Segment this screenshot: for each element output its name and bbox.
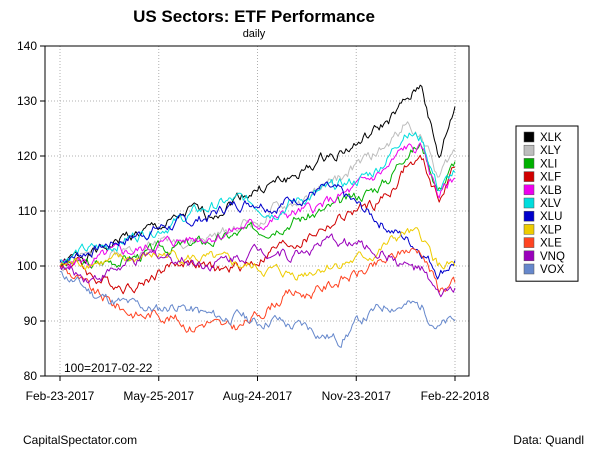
series-line-xlb <box>59 142 456 269</box>
legend-swatch-xlf <box>523 171 535 182</box>
x-tick-label: Nov-23-2017 <box>322 389 392 403</box>
legend-swatch-xle <box>523 237 535 248</box>
y-tick-label: 130 <box>17 94 37 108</box>
legend-swatch-xlv <box>523 197 535 209</box>
chart-title: US Sectors: ETF Performance <box>133 7 375 26</box>
legend-swatch-xly <box>523 144 535 156</box>
y-tick-label: 80 <box>24 369 38 383</box>
legend-swatch-xli <box>523 158 535 169</box>
series-line-xlf <box>59 154 456 295</box>
legend-swatch-xlb <box>523 184 535 196</box>
y-tick-label: 140 <box>17 39 37 53</box>
legend-label-xle: XLE <box>540 238 562 250</box>
series-line-xlp <box>59 227 456 281</box>
legend-label-xlf: XLF <box>540 172 561 184</box>
legend-label-xlp: XLP <box>540 224 562 236</box>
x-tick-label: Aug-24-2017 <box>223 389 293 403</box>
x-tick-label: Feb-23-2017 <box>26 389 95 403</box>
legend-label-xlb: XLB <box>540 185 562 197</box>
footer-source-left: CapitalSpectator.com <box>23 433 137 447</box>
baseline-note: 100=2017-02-22 <box>64 361 153 375</box>
y-tick-label: 110 <box>18 204 37 218</box>
legend-swatch-xlu <box>523 210 535 222</box>
y-tick-label: 100 <box>17 259 37 273</box>
series-line-vnq <box>59 233 456 298</box>
x-axis: Feb-23-2017 May-25-2017 Aug-24-2017 Nov-23-… <box>26 376 490 403</box>
chart-subtitle: daily <box>243 28 266 40</box>
legend-swatch-xlk <box>523 131 535 143</box>
legend-label-xli: XLI <box>540 158 557 170</box>
y-tick-label: 120 <box>17 149 37 163</box>
legend-swatch-vox <box>523 263 535 275</box>
footer-source-right: Data: Quandl <box>513 433 584 447</box>
y-tick-label: 90 <box>24 314 38 328</box>
y-axis: 80 90 100 110 120 130 140 <box>17 39 45 383</box>
legend-label-xlu: XLU <box>540 211 562 223</box>
series-line-xly <box>59 121 456 272</box>
legend-swatch-xlp <box>523 224 535 235</box>
series-line-vox <box>59 271 456 348</box>
grid-lines <box>45 45 469 377</box>
series-line-xlu <box>59 181 456 280</box>
legend-swatch-vnq <box>523 250 535 262</box>
series-lines <box>59 84 456 348</box>
legend-label-vox: VOX <box>540 264 565 276</box>
legend-label-vnq: VNQ <box>540 251 565 263</box>
x-tick-label: Feb-22-2018 <box>421 389 490 403</box>
legend-label-xly: XLY <box>540 145 561 157</box>
legend-label-xlv: XLV <box>540 198 561 210</box>
legend-label-xlk: XLK <box>540 132 562 144</box>
series-line-xli <box>59 143 456 269</box>
series-line-xlk <box>59 84 456 267</box>
x-tick-label: May-25-2017 <box>123 389 194 403</box>
